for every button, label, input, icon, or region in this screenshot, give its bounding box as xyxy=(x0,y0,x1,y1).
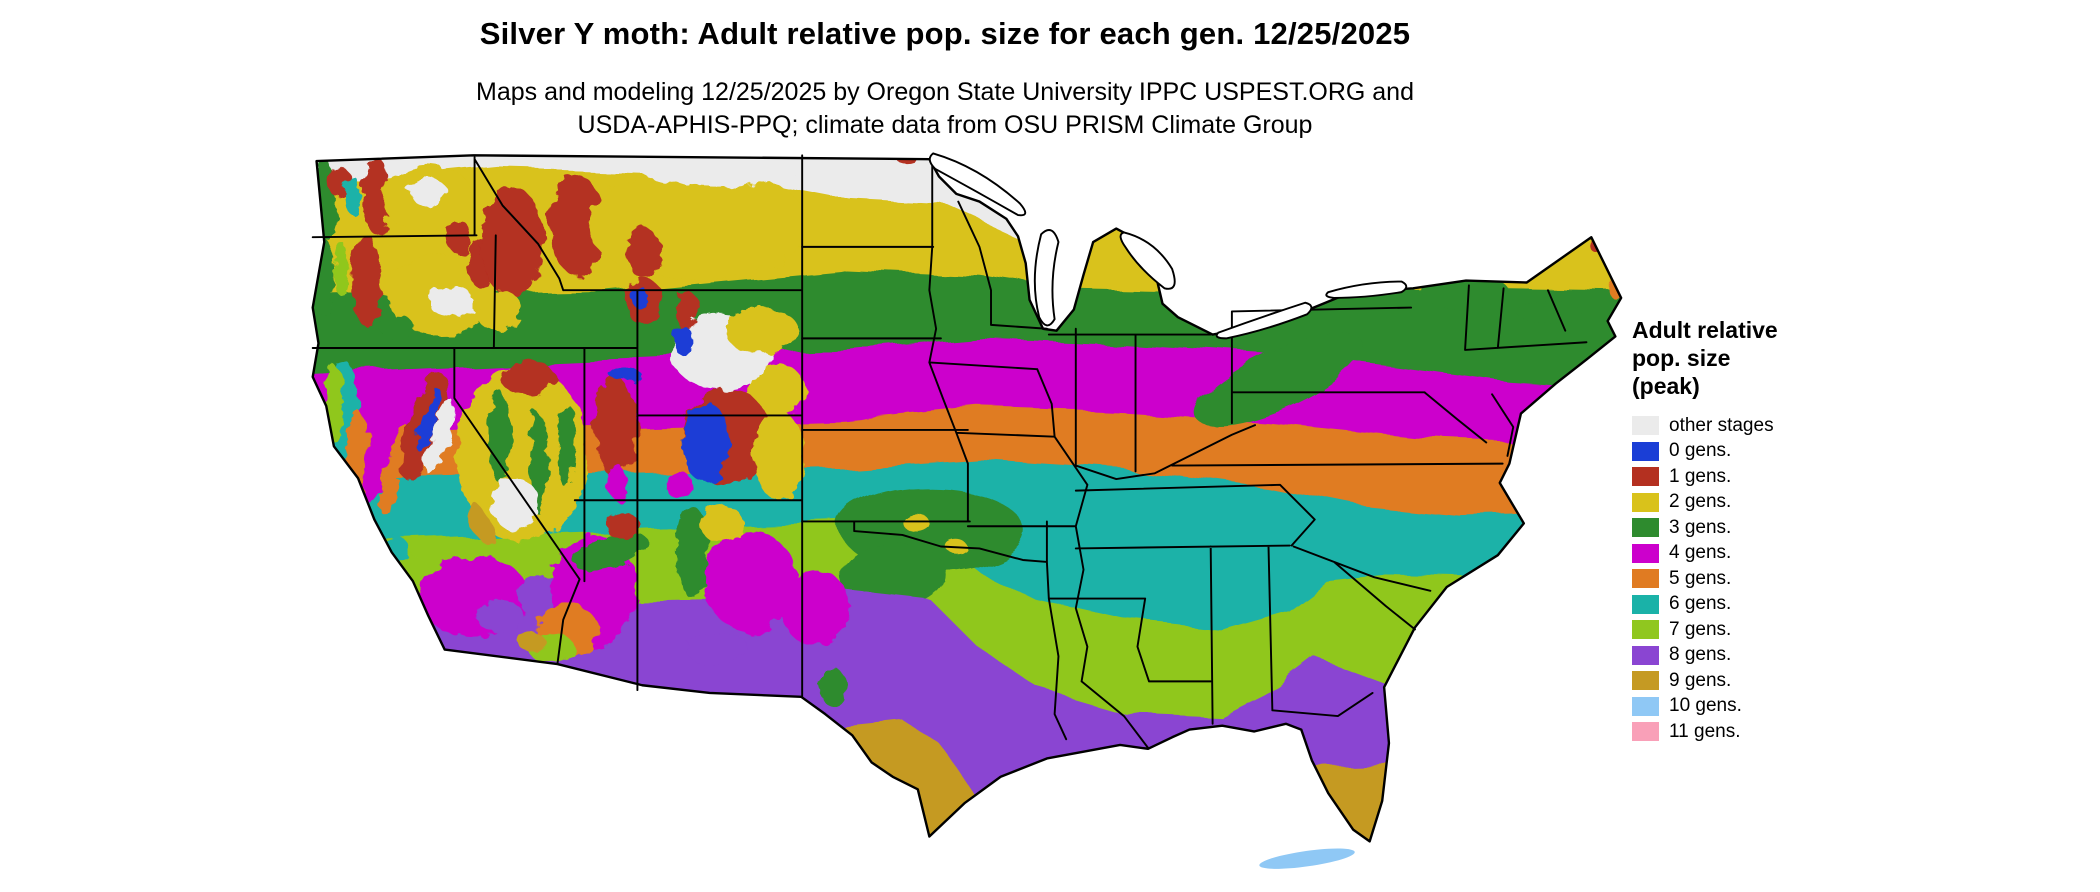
legend-item-6-gens: 6 gens. xyxy=(1632,592,1882,618)
great-lakes xyxy=(928,152,1408,340)
legend-item-7-gens: 7 gens. xyxy=(1632,617,1882,643)
legend-item-2-gens: 2 gens. xyxy=(1632,490,1882,516)
legend-item-0-gens: 0 gens. xyxy=(1632,439,1882,465)
subtitle-line-2: USDA-APHIS-PPQ; climate data from OSU PR… xyxy=(577,111,1313,139)
legend-swatch-5-gens xyxy=(1632,569,1659,589)
legend-item-10-gens: 10 gens. xyxy=(1632,694,1882,720)
legend-item-11-gens: 11 gens. xyxy=(1632,719,1882,745)
legend-label-7-gens: 7 gens. xyxy=(1669,618,1732,640)
legend-label-8-gens: 8 gens. xyxy=(1669,644,1732,666)
legend-item-9-gens: 9 gens. xyxy=(1632,668,1882,694)
legend-label-9-gens: 9 gens. xyxy=(1669,669,1732,691)
legend-swatch-10-gens xyxy=(1632,696,1659,716)
legend-swatch-6-gens xyxy=(1632,594,1659,614)
legend-title-line-3: (peak) xyxy=(1632,373,1700,399)
lake-michigan xyxy=(1033,229,1060,327)
legend-item-4-gens: 4 gens. xyxy=(1632,541,1882,567)
legend-swatch-0-gens xyxy=(1632,441,1659,461)
map-west-mottle xyxy=(312,155,850,707)
legend-label-0-gens: 0 gens. xyxy=(1669,440,1732,462)
page-title: Silver Y moth: Adult relative pop. size … xyxy=(479,16,1411,51)
legend-items: other stages 0 gens. 1 gens. 2 gens. 3 g… xyxy=(1632,413,1882,745)
map-legend: Adult relative pop. size (peak) other st… xyxy=(1632,316,1882,745)
legend-item-3-gens: 3 gens. xyxy=(1632,515,1882,541)
legend-swatch-2-gens xyxy=(1632,492,1659,512)
legend-swatch-3-gens xyxy=(1632,518,1659,538)
us-outline xyxy=(311,154,1623,843)
legend-swatch-7-gens xyxy=(1632,620,1659,640)
legend-item-other-stages: other stages xyxy=(1632,413,1882,439)
lake-ontario xyxy=(1325,280,1408,299)
legend-swatch-9-gens xyxy=(1632,671,1659,691)
legend-item-8-gens: 8 gens. xyxy=(1632,643,1882,669)
legend-item-1-gens: 1 gens. xyxy=(1632,464,1882,490)
state-borders xyxy=(311,154,1588,749)
legend-label-5-gens: 5 gens. xyxy=(1669,567,1732,589)
legend-label-2-gens: 2 gens. xyxy=(1669,491,1732,513)
florida-keys-smudge xyxy=(1259,848,1355,869)
legend-label-3-gens: 3 gens. xyxy=(1669,516,1732,538)
legend-label-6-gens: 6 gens. xyxy=(1669,593,1732,615)
legend-swatch-8-gens xyxy=(1632,645,1659,665)
legend-swatch-4-gens xyxy=(1632,543,1659,563)
legend-swatch-other-stages xyxy=(1632,416,1659,436)
legend-label-other-stages: other stages xyxy=(1669,414,1774,436)
legend-label-11-gens: 11 gens. xyxy=(1669,720,1741,742)
lake-erie xyxy=(1215,301,1313,340)
legend-item-5-gens: 5 gens. xyxy=(1632,566,1882,592)
legend-title: Adult relative pop. size (peak) xyxy=(1632,316,1882,400)
legend-label-10-gens: 10 gens. xyxy=(1669,695,1742,717)
legend-label-1-gens: 1 gens. xyxy=(1669,465,1732,487)
subtitle-line-1: Maps and modeling 12/25/2025 by Oregon S… xyxy=(476,78,1414,106)
lake-superior xyxy=(928,152,1027,217)
legend-title-line-1: Adult relative xyxy=(1632,317,1778,343)
page-subtitle: Maps and modeling 12/25/2025 by Oregon S… xyxy=(0,76,1890,142)
legend-title-line-2: pop. size xyxy=(1632,345,1731,371)
lake-huron xyxy=(1119,231,1176,290)
legend-label-4-gens: 4 gens. xyxy=(1669,542,1732,564)
map-container xyxy=(305,138,1625,876)
legend-swatch-1-gens xyxy=(1632,467,1659,487)
us-generation-map xyxy=(311,152,1623,869)
legend-swatch-11-gens xyxy=(1632,722,1659,742)
